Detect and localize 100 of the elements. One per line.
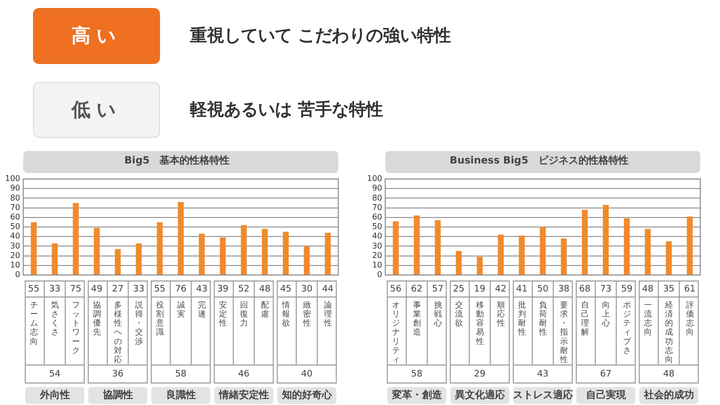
text: 低い — [33, 82, 160, 138]
x-tick-label: 配慮 — [260, 300, 269, 319]
y-tick-label: 0 — [377, 270, 382, 280]
text: 46 — [238, 369, 250, 380]
text: 高い — [33, 8, 160, 64]
text: 知的好奇心 — [280, 389, 333, 402]
data-label: 33 — [49, 284, 60, 294]
bar — [114, 249, 121, 274]
y-tick-label: 50 — [10, 222, 20, 232]
bar — [52, 243, 58, 274]
y-tick-label: 0 — [15, 270, 20, 280]
y-tick-label: 60 — [372, 212, 382, 222]
data-label: 73 — [600, 284, 612, 294]
x-tick-label: 交流欲 — [454, 300, 463, 328]
data-label: 55 — [154, 284, 166, 294]
bar — [178, 202, 184, 274]
x-tick-label: 気さくさ — [50, 300, 59, 337]
data-label: 76 — [175, 284, 187, 294]
y-tick-label: 30 — [372, 241, 382, 250]
x-tick-label: 協調優先 — [92, 300, 101, 337]
text: 外向性 — [38, 389, 70, 402]
bar — [240, 225, 247, 274]
x-tick-label: 挑戦心 — [432, 300, 442, 328]
bar — [498, 234, 504, 274]
text: 29 — [474, 369, 486, 380]
data-label: 61 — [684, 284, 696, 294]
data-label: 50 — [537, 284, 549, 294]
data-label: 44 — [322, 284, 334, 294]
data-label: 45 — [280, 284, 292, 294]
bar — [414, 215, 420, 274]
text: 43 — [537, 369, 549, 380]
chart-title: Big5 基本的性格特性 — [124, 154, 230, 167]
text: 重視していて こだわりの強い特性 — [190, 25, 451, 47]
data-label: 43 — [196, 284, 208, 294]
x-tick-label: 完遂 — [198, 300, 206, 319]
x-tick-label: 安定性 — [218, 300, 227, 328]
data-label: 57 — [432, 284, 444, 294]
bar — [262, 228, 268, 274]
data-label: 62 — [411, 284, 422, 294]
bar — [198, 234, 205, 274]
text: 情緒安定性 — [218, 389, 269, 402]
bar — [72, 203, 79, 274]
text: 36 — [112, 369, 124, 380]
bar — [434, 220, 441, 274]
bar — [582, 210, 588, 274]
bar — [602, 204, 609, 274]
data-label: 19 — [474, 284, 486, 294]
data-label: 25 — [453, 284, 465, 294]
x-tick-label: 負荷耐性 — [538, 300, 547, 337]
text: 54 — [49, 369, 61, 380]
x-tick-label: 向上心 — [600, 300, 610, 328]
text: 自己実現 — [586, 389, 627, 402]
data-label: 48 — [259, 284, 271, 294]
x-tick-label: 役割意識 — [154, 300, 164, 337]
y-tick-label: 20 — [372, 250, 382, 260]
x-tick-label: 説得・交渉 — [134, 300, 143, 346]
data-label: 38 — [558, 284, 570, 294]
bar — [686, 216, 693, 274]
y-tick-label: 80 — [372, 193, 382, 202]
y-tick-label: 80 — [10, 193, 20, 202]
bar — [666, 241, 672, 274]
text: 48 — [663, 369, 675, 380]
x-tick-label: 情報欲 — [280, 300, 290, 328]
bar — [476, 256, 483, 274]
y-tick-label: 20 — [10, 250, 20, 260]
x-tick-label: 評価志向 — [686, 300, 694, 337]
data-label: 42 — [495, 284, 507, 294]
y-tick-label: 10 — [10, 260, 20, 270]
x-tick-label: ポジティブさ — [622, 300, 632, 355]
data-label: 55 — [28, 284, 40, 294]
text: 変革・創造 — [390, 389, 443, 402]
bar — [220, 238, 226, 274]
x-tick-label: チーム志向 — [30, 300, 38, 346]
bar — [518, 236, 525, 274]
y-tick-label: 90 — [10, 184, 20, 193]
x-tick-label: 回復力 — [240, 300, 248, 328]
data-label: 52 — [238, 284, 250, 294]
y-tick-label: 50 — [372, 222, 382, 232]
text: 軽視あるいは 苦手な特性 — [190, 99, 383, 121]
bar — [156, 222, 163, 274]
data-label: 59 — [621, 284, 633, 294]
data-label: 49 — [91, 284, 103, 294]
bar — [30, 222, 37, 274]
x-tick-label: フットワーク — [72, 300, 80, 355]
bar — [94, 228, 100, 274]
y-tick-label: 100 — [4, 174, 20, 184]
y-tick-label: 70 — [10, 202, 20, 212]
x-tick-label: 移動容易性 — [474, 300, 484, 346]
x-tick-label: 論理性 — [322, 300, 332, 328]
x-tick-label: 批判耐性 — [516, 300, 526, 337]
bar — [392, 221, 399, 274]
bar — [324, 232, 331, 274]
y-tick-label: 60 — [10, 212, 20, 222]
data-label: 35 — [663, 284, 675, 294]
x-tick-label: 誠実 — [176, 300, 185, 319]
x-tick-label: 緻密性 — [302, 300, 311, 328]
y-tick-label: 40 — [10, 232, 20, 241]
data-label: 56 — [390, 284, 402, 294]
data-label: 33 — [133, 284, 145, 294]
x-tick-label: 多様性への対応 — [112, 300, 122, 364]
